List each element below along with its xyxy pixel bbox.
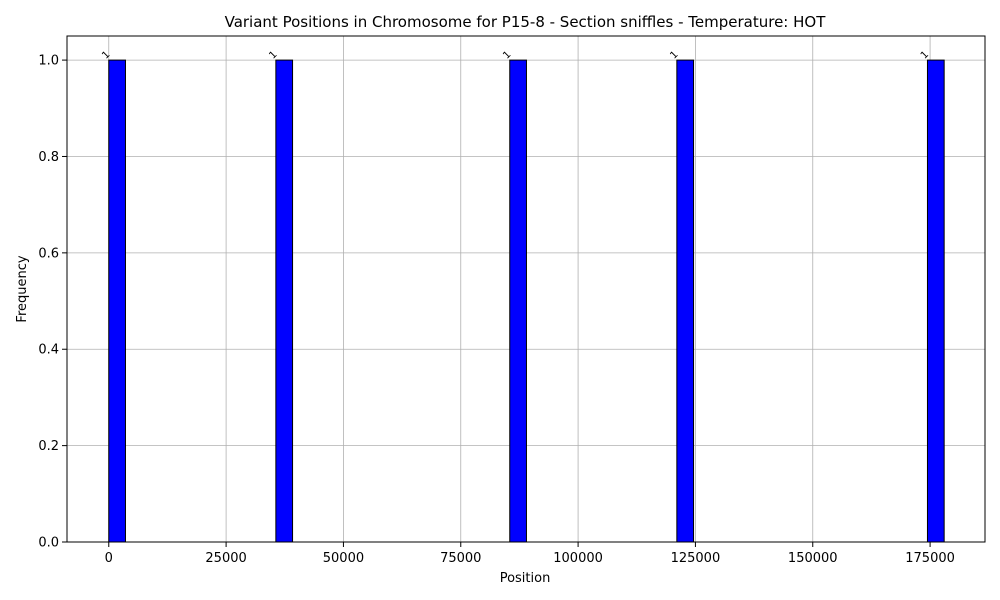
y-tick-label: 0.6: [38, 246, 59, 261]
bar: [275, 59, 294, 543]
y-axis-label: Frequency: [15, 255, 30, 322]
x-axis-label: Position: [500, 571, 551, 586]
x-tick-label: 75000: [440, 551, 481, 566]
bar: [926, 59, 945, 543]
bar: [108, 59, 126, 543]
bar: [676, 59, 695, 543]
y-tick-label: 1.0: [38, 54, 59, 69]
bars: [108, 59, 945, 543]
y-axis-ticks: 0.0 0.2 0.4 0.6 0.8 1.0: [38, 54, 67, 551]
y-tick-label: 0.2: [38, 439, 59, 454]
x-tick-label: 150000: [788, 551, 838, 566]
y-tick-label: 0.0: [38, 536, 59, 551]
x-tick-label: 0: [105, 551, 113, 566]
y-tick-label: 0.4: [38, 343, 59, 358]
x-tick-label: 50000: [323, 551, 364, 566]
y-tick-label: 0.8: [38, 150, 59, 165]
x-axis-ticks: 0 25000 50000 75000 100000 125000 150000 175000: [105, 542, 955, 566]
x-tick-label: 125000: [671, 551, 721, 566]
chart-title: Variant Positions in Chromosome for P15-…: [225, 13, 827, 31]
axes: [66, 35, 986, 543]
plot-frame: [66, 35, 986, 543]
x-tick-label: 175000: [905, 551, 955, 566]
bar: [509, 59, 527, 543]
x-tick-label: 25000: [205, 551, 246, 566]
x-tick-label: 100000: [553, 551, 603, 566]
